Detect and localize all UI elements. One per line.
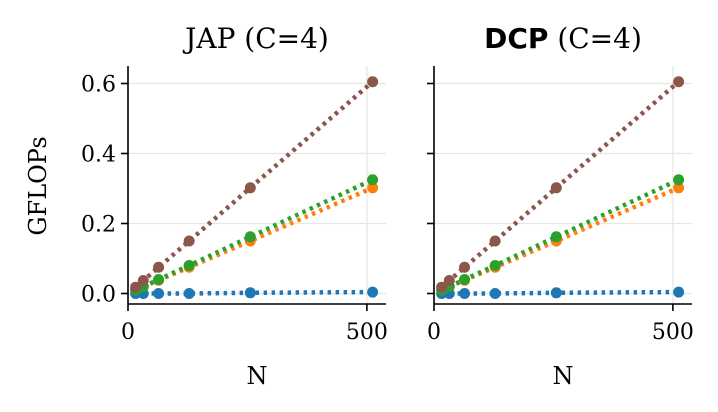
- data-point-blue: [489, 288, 501, 299]
- series-line-green: [134, 177, 374, 293]
- data-point-green: [459, 274, 471, 285]
- chart-title: DCP (C=4): [484, 22, 642, 55]
- data-point-brown: [130, 281, 142, 293]
- x-axis-label: N: [247, 362, 268, 390]
- data-point-brown: [459, 261, 471, 273]
- data-point-brown: [183, 235, 195, 247]
- y-tick-label: 0.2: [81, 213, 116, 238]
- chart-title: JAP (C=4): [182, 22, 329, 55]
- series-line-green: [440, 177, 680, 293]
- data-point-brown: [137, 275, 149, 287]
- data-point-green: [550, 231, 562, 243]
- data-point-green: [489, 260, 501, 271]
- data-point-green: [367, 174, 379, 186]
- x-tick-label: 500: [652, 320, 694, 345]
- data-point-blue: [673, 286, 685, 298]
- x-tick-label: 0: [121, 320, 135, 345]
- y-tick-label: 0.4: [81, 143, 116, 168]
- x-tick-label: 0: [427, 320, 441, 345]
- data-point-blue: [244, 287, 256, 299]
- data-point-blue: [367, 286, 379, 298]
- y-tick-label: 0.0: [81, 283, 116, 308]
- panel-2: 0 500 N DCP (C=4): [427, 22, 694, 390]
- chart-title-text: JAP (C=4): [182, 22, 329, 55]
- data-point-green: [673, 174, 685, 186]
- x-tick-label: 500: [346, 320, 388, 345]
- data-point-brown: [153, 261, 165, 273]
- y-axis-label: GFLOPs: [24, 136, 52, 235]
- data-point-green: [153, 274, 165, 285]
- data-point-blue: [183, 288, 195, 299]
- data-point-brown: [436, 281, 448, 293]
- x-axis-label: N: [553, 362, 574, 390]
- data-point-blue: [550, 287, 562, 299]
- data-point-blue: [153, 288, 165, 299]
- chart-title-text: (C=4): [548, 22, 641, 55]
- data-point-green: [244, 231, 256, 243]
- data-point-orange: [673, 182, 685, 194]
- data-point-brown: [550, 182, 562, 194]
- data-point-orange: [367, 182, 379, 194]
- data-point-blue: [459, 288, 471, 299]
- data-point-brown: [489, 235, 501, 247]
- chart-title-bold: DCP: [484, 22, 548, 55]
- data-point-brown: [367, 76, 379, 88]
- panel-1: 0.0 0.2 0.4 0.6 0 500 N JAP (C=4): [81, 22, 388, 390]
- y-tick-label: 0.6: [81, 73, 116, 98]
- data-point-brown: [244, 182, 256, 194]
- data-point-brown: [443, 275, 455, 287]
- data-point-green: [183, 260, 195, 271]
- data-point-brown: [673, 76, 685, 88]
